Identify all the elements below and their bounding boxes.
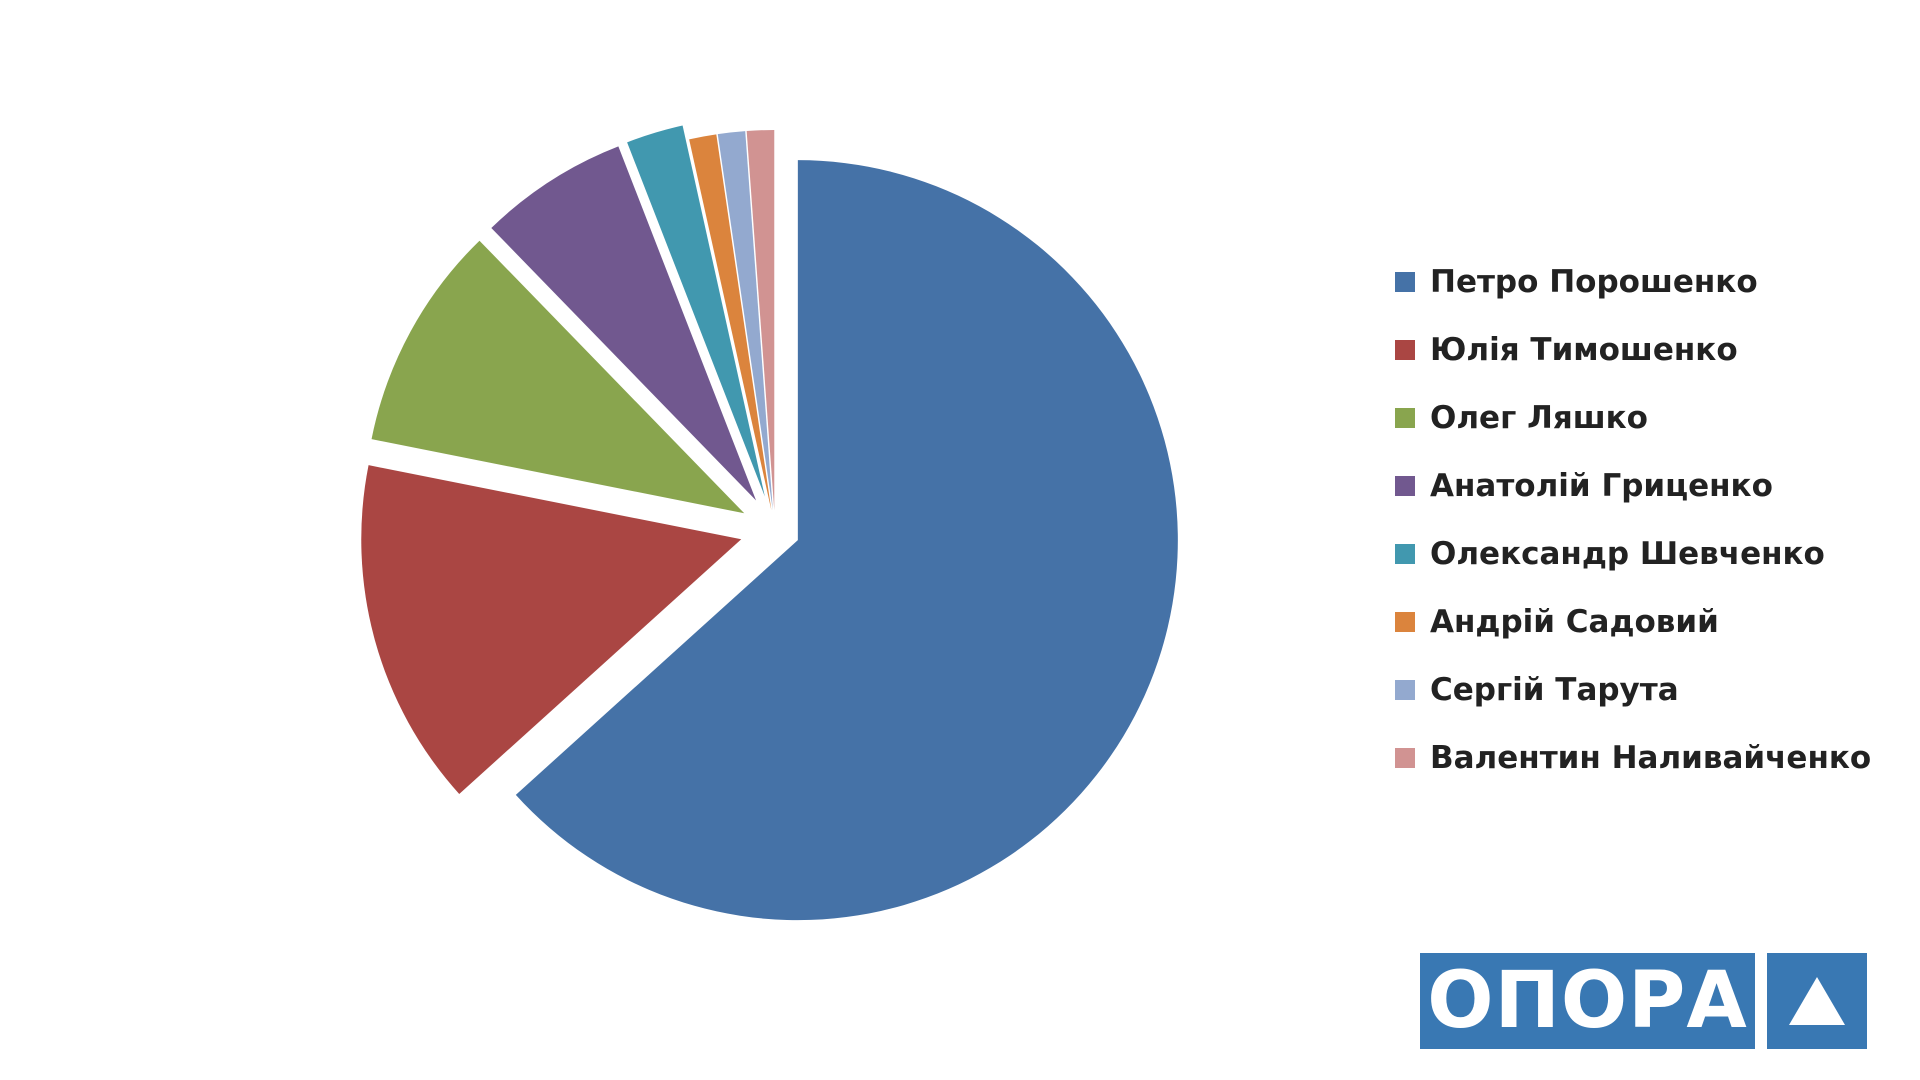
legend-item: Юлія Тимошенко [1395,316,1871,384]
legend-item: Валентин Наливайченко [1395,724,1871,792]
pie-slice-sadovyi [689,134,772,511]
chart-legend: Петро Порошенко Юлія Тимошенко Олег Ляшк… [1395,248,1871,792]
opora-logo: ОПОРА [1420,953,1867,1049]
legend-swatch [1395,476,1415,496]
legend-item: Петро Порошенко [1395,248,1871,316]
legend-swatch [1395,544,1415,564]
legend-swatch [1395,408,1415,428]
legend-swatch [1395,612,1415,632]
pie-chart [361,125,1178,921]
pie-slice-taruta [717,131,773,511]
legend-label: Олег Ляшко [1430,400,1648,436]
legend-swatch [1395,680,1415,700]
legend-swatch [1395,748,1415,768]
legend-label: Сергій Тарута [1430,672,1679,708]
legend-label: Олександр Шевченко [1430,536,1825,572]
legend-label: Андрій Садовий [1430,604,1719,640]
pie-slice-hrytsenko [491,146,757,501]
pie-slice-liashko [371,240,745,514]
pie-slice-nalyvaichenko [746,130,775,511]
legend-label: Юлія Тимошенко [1430,332,1738,368]
legend-item: Олег Ляшко [1395,384,1871,452]
legend-item: Анатолій Гриценко [1395,452,1871,520]
legend-swatch [1395,340,1415,360]
pie-slice-poroshenko [515,160,1178,921]
legend-item: Олександр Шевченко [1395,520,1871,588]
legend-label: Петро Порошенко [1430,264,1758,300]
pie-slice-shevchenko [627,125,765,497]
pie-slice-tymoshenko [361,465,742,794]
legend-swatch [1395,272,1415,292]
triangle-icon [1767,953,1867,1049]
legend-label: Анатолій Гриценко [1430,468,1773,504]
logo-wordmark: ОПОРА [1420,953,1755,1049]
legend-item: Андрій Садовий [1395,588,1871,656]
legend-label: Валентин Наливайченко [1430,740,1872,776]
legend-item: Сергій Тарута [1395,656,1871,724]
